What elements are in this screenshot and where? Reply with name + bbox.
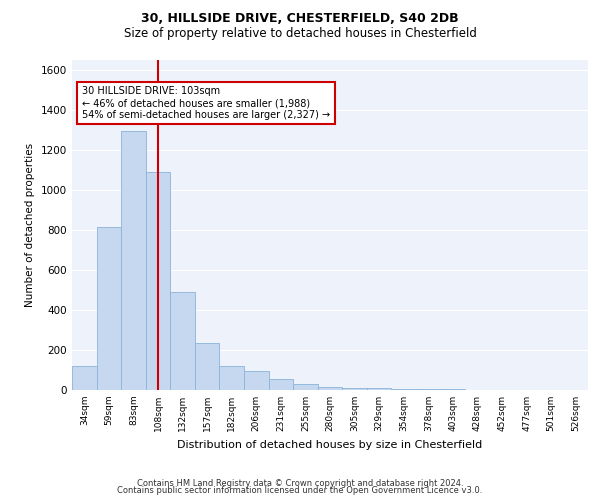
Text: Size of property relative to detached houses in Chesterfield: Size of property relative to detached ho…: [124, 28, 476, 40]
Bar: [146, 172, 170, 390]
Bar: [391, 389, 416, 390]
Bar: [293, 384, 318, 390]
Text: Contains HM Land Registry data © Crown copyright and database right 2024.: Contains HM Land Registry data © Crown c…: [137, 478, 463, 488]
Bar: [416, 389, 440, 390]
Bar: [244, 371, 269, 390]
Bar: [97, 227, 121, 390]
Text: 30, HILLSIDE DRIVE, CHESTERFIELD, S40 2DB: 30, HILLSIDE DRIVE, CHESTERFIELD, S40 2D…: [141, 12, 459, 26]
Text: Contains public sector information licensed under the Open Government Licence v3: Contains public sector information licen…: [118, 486, 482, 495]
Bar: [342, 388, 367, 390]
Bar: [367, 388, 391, 390]
Bar: [220, 366, 244, 390]
Bar: [269, 379, 293, 390]
Text: 30 HILLSIDE DRIVE: 103sqm
← 46% of detached houses are smaller (1,988)
54% of se: 30 HILLSIDE DRIVE: 103sqm ← 46% of detac…: [82, 86, 331, 120]
Bar: [318, 387, 342, 390]
Bar: [72, 366, 97, 390]
Bar: [170, 292, 195, 390]
Bar: [195, 343, 220, 390]
Bar: [121, 131, 146, 390]
Y-axis label: Number of detached properties: Number of detached properties: [25, 143, 35, 307]
X-axis label: Distribution of detached houses by size in Chesterfield: Distribution of detached houses by size …: [178, 440, 482, 450]
